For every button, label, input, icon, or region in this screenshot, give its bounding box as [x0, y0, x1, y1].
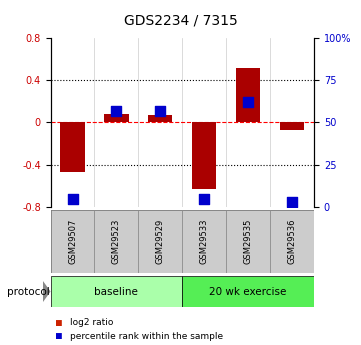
Bar: [226, 210, 270, 273]
Bar: [51, 276, 182, 307]
Text: GSM29507: GSM29507: [68, 219, 77, 264]
Bar: [51, 210, 95, 273]
Text: GSM29523: GSM29523: [112, 219, 121, 264]
Text: GSM29536: GSM29536: [288, 219, 297, 264]
Text: percentile rank within the sample: percentile rank within the sample: [70, 332, 223, 341]
Point: [157, 108, 163, 114]
Point: [289, 199, 295, 205]
Text: GSM29533: GSM29533: [200, 219, 209, 264]
Bar: [182, 210, 226, 273]
Text: 20 wk exercise: 20 wk exercise: [209, 287, 287, 296]
Point: [201, 196, 207, 201]
Bar: [236, 68, 260, 122]
Text: log2 ratio: log2 ratio: [70, 318, 114, 327]
Bar: [138, 210, 182, 273]
Text: GSM29535: GSM29535: [244, 219, 253, 264]
Text: ■: ■: [56, 332, 62, 341]
Text: protocol: protocol: [7, 287, 50, 296]
Bar: [270, 210, 314, 273]
Polygon shape: [43, 280, 51, 303]
Text: GSM29529: GSM29529: [156, 219, 165, 264]
Bar: [104, 114, 129, 122]
Bar: [60, 122, 84, 172]
Bar: [182, 276, 314, 307]
Text: ■: ■: [56, 318, 62, 327]
Bar: [148, 115, 173, 122]
Text: baseline: baseline: [95, 287, 138, 296]
Bar: [192, 122, 216, 189]
Point: [245, 99, 251, 105]
Text: GDS2234 / 7315: GDS2234 / 7315: [123, 14, 238, 28]
Bar: [280, 122, 304, 130]
Point: [70, 196, 75, 201]
Point: [113, 108, 119, 114]
Bar: [95, 210, 138, 273]
